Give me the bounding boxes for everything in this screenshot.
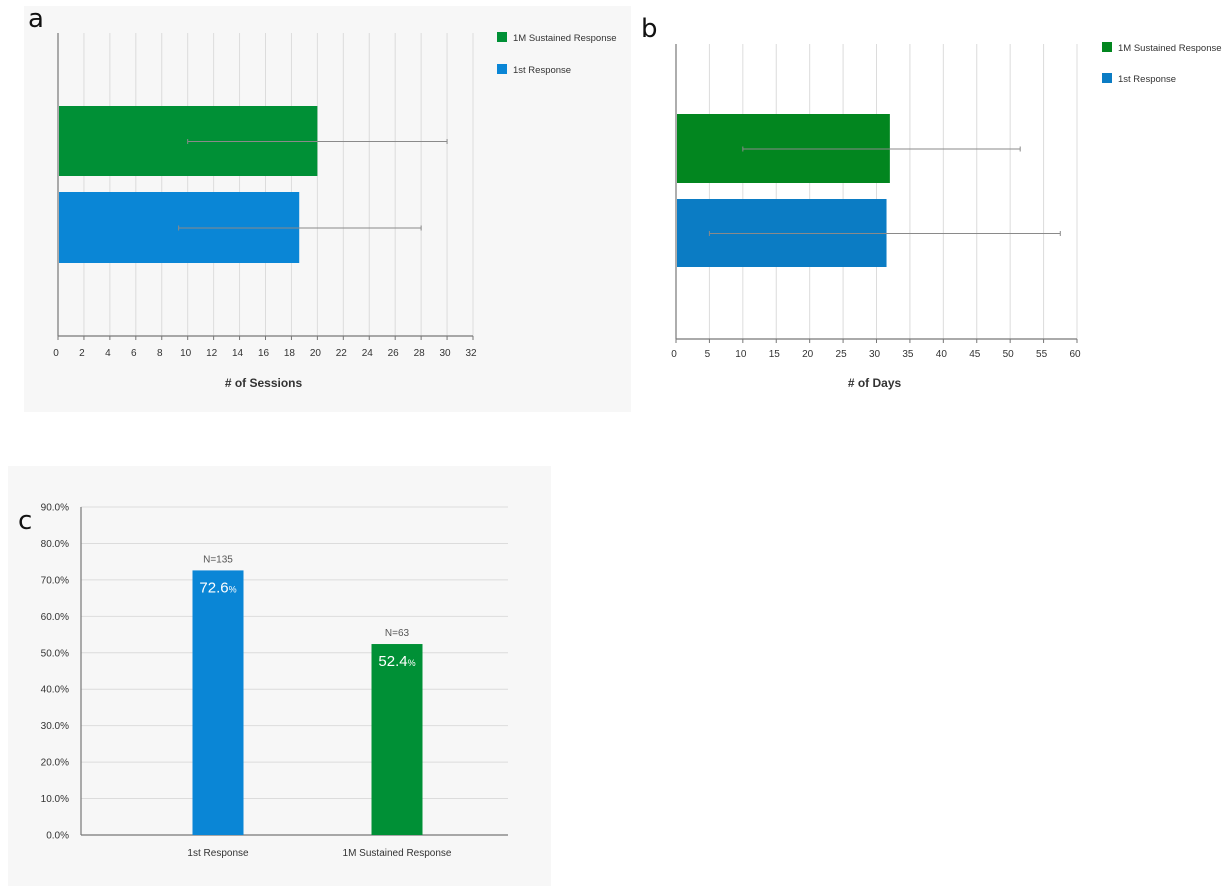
chart-c: 0.0% 10.0% 20.0% 30.0% 40.0% 50.0% 60.0% 70.0% 8… bbox=[41, 503, 508, 859]
x-tick-label: 35 bbox=[902, 349, 914, 360]
bar-value-label: 52.4% bbox=[378, 653, 415, 670]
x-tick-label: 8 bbox=[157, 348, 163, 359]
legend: 1M Sustained Response 1st Response bbox=[497, 32, 617, 76]
y-tick-label: 70.0% bbox=[41, 575, 69, 586]
n-label: N=63 bbox=[385, 628, 410, 639]
x-tick-label: 16 bbox=[258, 348, 270, 359]
x-tick-label: 50 bbox=[1003, 349, 1015, 360]
x-tick-label: 30 bbox=[440, 348, 452, 359]
x-tick-label: 10 bbox=[180, 348, 192, 359]
chart-b: 0 5 10 15 20 25 30 35 40 45 50 55 60 # of Days 1M Sust… bbox=[671, 42, 1222, 390]
panel-c-letter: c bbox=[18, 506, 33, 536]
x-tick-label: 15 bbox=[769, 349, 781, 360]
legend-swatch bbox=[1102, 42, 1112, 52]
y-tick-label: 30.0% bbox=[41, 721, 69, 732]
legend-swatch bbox=[497, 32, 507, 42]
y-tick-label: 60.0% bbox=[41, 612, 69, 623]
x-tick-label: 0 bbox=[671, 349, 677, 360]
x-category-label: 1M Sustained Response bbox=[343, 848, 452, 859]
legend-swatch bbox=[497, 64, 507, 74]
x-tick-label: 26 bbox=[388, 348, 400, 359]
x-tick-label: 55 bbox=[1036, 349, 1048, 360]
x-tick-label: 30 bbox=[869, 349, 881, 360]
bar-value-label: 72.6% bbox=[199, 579, 236, 596]
x-tick-label: 14 bbox=[232, 348, 244, 359]
legend-label: 1st Response bbox=[513, 65, 571, 76]
y-tick-label: 10.0% bbox=[41, 794, 69, 805]
y-tick-label: 50.0% bbox=[41, 648, 69, 659]
legend-label: 1M Sustained Response bbox=[513, 33, 617, 44]
x-tick-label: 60 bbox=[1069, 349, 1081, 360]
x-tick-label: 20 bbox=[802, 349, 814, 360]
x-axis-title: # of Days bbox=[848, 376, 902, 390]
x-tick-label: 6 bbox=[131, 348, 137, 359]
panel-b-letter: b bbox=[641, 14, 658, 44]
x-tick-label: 4 bbox=[105, 348, 111, 359]
x-category-label: 1st Response bbox=[187, 848, 249, 859]
y-tick-label: 20.0% bbox=[41, 758, 69, 769]
x-tick-label: 24 bbox=[362, 348, 374, 359]
legend-label: 1st Response bbox=[1118, 74, 1176, 85]
legend: 1M Sustained Response 1st Response bbox=[1102, 42, 1222, 85]
x-tick-label: 20 bbox=[310, 348, 322, 359]
panel-a-letter: a bbox=[28, 4, 44, 34]
x-tick-label: 12 bbox=[206, 348, 218, 359]
panel-c-background bbox=[8, 466, 551, 886]
x-tick-label: 5 bbox=[705, 349, 711, 360]
bar bbox=[192, 570, 244, 835]
x-tick-label: 10 bbox=[735, 349, 747, 360]
x-tick-label: 18 bbox=[284, 348, 296, 359]
x-tick-label: 32 bbox=[465, 348, 477, 359]
bar bbox=[371, 644, 423, 835]
x-tick-label: 45 bbox=[969, 349, 981, 360]
y-tick-label: 0.0% bbox=[46, 831, 69, 842]
legend-swatch bbox=[1102, 73, 1112, 83]
y-tick-label: 80.0% bbox=[41, 539, 69, 550]
n-label: N=135 bbox=[203, 554, 233, 565]
x-axis-title: # of Sessions bbox=[225, 376, 303, 390]
x-tick-label: 28 bbox=[414, 348, 426, 359]
y-tick-label: 90.0% bbox=[41, 503, 69, 514]
x-tick-label: 2 bbox=[79, 348, 85, 359]
chart-a: 0 2 4 6 8 10 12 14 16 18 20 22 24 26 28 30 32# of Sessio… bbox=[53, 32, 617, 390]
legend-label: 1M Sustained Response bbox=[1118, 43, 1222, 54]
x-tick-label: 22 bbox=[336, 348, 348, 359]
y-tick-label: 40.0% bbox=[41, 685, 69, 696]
x-tick-label: 25 bbox=[836, 349, 848, 360]
x-tick-label: 40 bbox=[936, 349, 948, 360]
x-tick-label: 0 bbox=[53, 348, 59, 359]
